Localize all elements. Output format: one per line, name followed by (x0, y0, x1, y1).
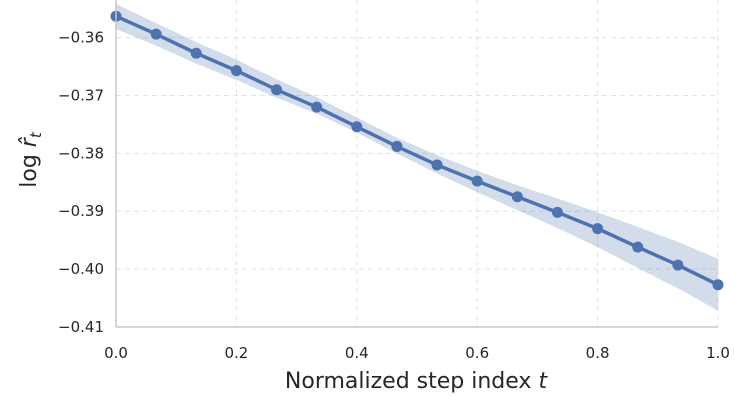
tick-labels: 0.0 0.2 0.4 0.6 0.8 1.0 −0.41 −0.40 −0.39 −0.38 −0… (58, 29, 730, 362)
y-tick-label: −0.41 (58, 318, 104, 336)
x-tick-label: 0.8 (586, 344, 610, 362)
y-tick-label: −0.38 (58, 144, 104, 162)
data-point (712, 279, 724, 291)
data-point (511, 191, 523, 203)
x-tick-label: 0.4 (345, 344, 369, 362)
x-tick-label: 1.0 (706, 344, 730, 362)
series-points (110, 10, 724, 291)
x-tick-label: 0.6 (465, 344, 489, 362)
y-tick-label: −0.36 (58, 29, 104, 47)
y-tick-label: −0.40 (58, 260, 104, 278)
y-tick-label: −0.39 (58, 202, 104, 220)
x-tick-label: 0.0 (104, 344, 128, 362)
data-point (431, 159, 443, 171)
data-point (230, 65, 242, 77)
series-line-path (115, 14, 719, 287)
data-point (592, 223, 604, 235)
data-point (311, 101, 323, 113)
y-tick-label: −0.37 (58, 86, 104, 104)
x-axis-label: Normalized step index t (285, 369, 549, 394)
data-point (271, 84, 283, 96)
data-point (150, 28, 162, 40)
data-point (351, 121, 363, 133)
data-point (551, 206, 563, 218)
data-point (632, 241, 644, 253)
grid (116, 0, 719, 327)
data-point (672, 259, 684, 271)
data-point (471, 175, 483, 187)
axes (115, 0, 718, 328)
series-line (115, 14, 719, 287)
y-axis-label: log r̂t (17, 131, 45, 188)
data-point (190, 47, 202, 59)
x-tick-label: 0.2 (224, 344, 248, 362)
data-point (391, 140, 403, 152)
